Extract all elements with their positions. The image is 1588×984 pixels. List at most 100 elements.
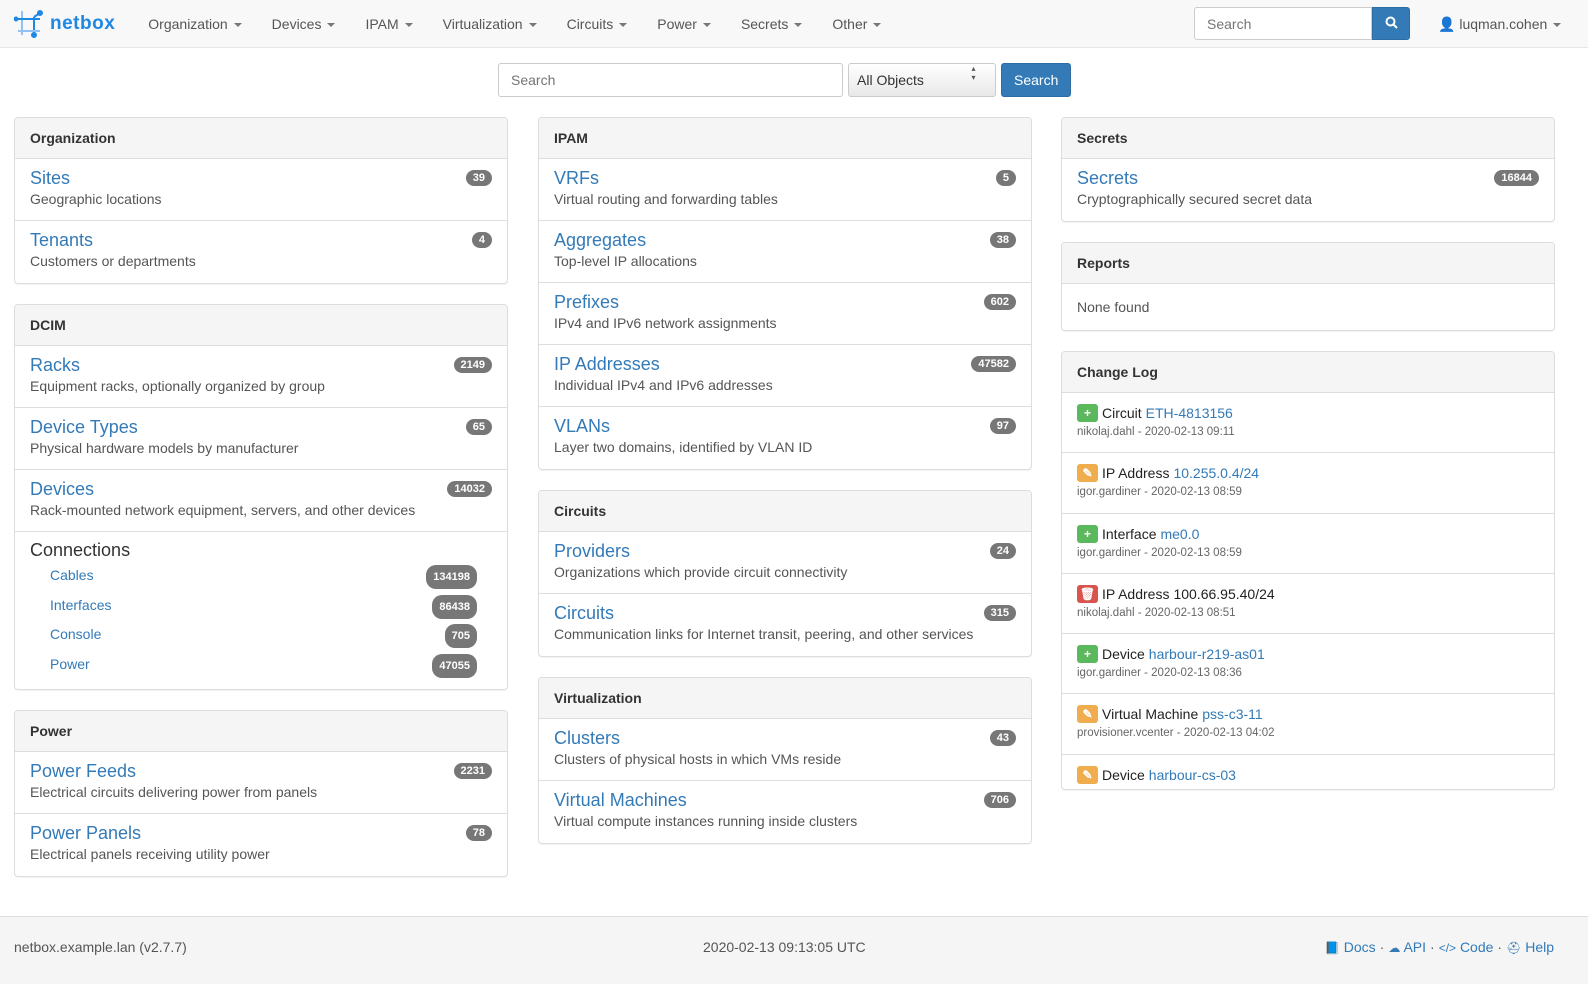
object-type-select[interactable]: All Objects	[848, 63, 996, 97]
nav-menu-label: IPAM	[365, 15, 399, 32]
object-type: IP Address	[1102, 465, 1170, 482]
list-item: Device Types Physical hardware models by …	[15, 408, 507, 470]
item-link[interactable]: VRFs	[554, 168, 599, 188]
panel-heading: DCIM	[15, 305, 507, 346]
caret-down-icon	[528, 22, 537, 27]
footer-link-code[interactable]: </> Code	[1439, 939, 1494, 955]
nav-menu-secrets[interactable]: Secrets	[726, 0, 817, 48]
count-badge: 602	[983, 294, 1016, 310]
change-log-entry: ✎ Virtual Machine pss-c3-11 provisioner.vce…	[1062, 694, 1554, 755]
item-link[interactable]: Clusters	[554, 728, 621, 748]
entry-meta: provisioner.vcenter - 2020-02-13 04:02	[1077, 727, 1275, 740]
list-item: Virtual Machines Virtual compute instance…	[539, 781, 1031, 843]
user-menu[interactable]: 👤 luqman.cohen	[1438, 0, 1562, 48]
list-item: VRFs Virtual routing and forwarding table…	[539, 159, 1031, 221]
item-link[interactable]: Power Panels	[30, 823, 142, 843]
item-link[interactable]: Racks	[30, 355, 81, 375]
connection-link[interactable]: Power	[50, 655, 90, 672]
item-link[interactable]: Tenants	[30, 230, 94, 250]
footer-hostname: netbox.example.lan (v2.7.7)	[14, 939, 187, 955]
object-link[interactable]: 10.255.0.4/24	[1173, 465, 1260, 482]
brand-logo[interactable]: netbox	[14, 9, 115, 39]
change-log-entry: + Interface me0.0 igor.gardiner - 2020-02-1…	[1062, 514, 1554, 574]
panel-heading: IPAM	[539, 118, 1031, 159]
nav-search-input[interactable]	[1194, 7, 1372, 40]
change-log-list[interactable]: + Circuit ETH-4813156 nikolaj.dahl - 2020-0…	[1062, 393, 1554, 789]
item-link[interactable]: Prefixes	[554, 292, 620, 312]
item-link[interactable]: Circuits	[554, 603, 615, 623]
object-link[interactable]: ETH-4813156	[1145, 405, 1233, 421]
item-description: Organizations which provide circuit conn…	[554, 564, 848, 580]
item-link[interactable]: Sites	[30, 168, 71, 188]
item-link[interactable]: Device Types	[30, 417, 138, 437]
item-link[interactable]: Virtual Machines	[554, 790, 687, 810]
count-badge: 39	[465, 170, 492, 186]
search-input[interactable]	[498, 63, 843, 97]
entry-meta: nikolaj.dahl - 2020-02-13 09:11	[1077, 426, 1235, 438]
item-description: Virtual compute instances running inside…	[554, 813, 858, 829]
item-link[interactable]: IP Addresses	[554, 354, 660, 374]
connection-link[interactable]: Interfaces	[50, 596, 112, 613]
nav-menu-devices[interactable]: Devices	[257, 0, 351, 48]
nav-menu-organization[interactable]: Organization	[133, 0, 256, 48]
entry-meta: nikolaj.dahl - 2020-02-13 08:51	[1077, 606, 1236, 619]
count-badge: 97	[989, 418, 1016, 434]
object-link[interactable]: pss-c3-11	[1202, 706, 1263, 723]
object-link[interactable]: harbour-r219-as01	[1148, 646, 1265, 663]
item-link[interactable]: Secrets	[1077, 168, 1139, 188]
footer-link-label: Docs	[1343, 939, 1376, 955]
object-type: Device	[1102, 646, 1145, 663]
list-item: Power Panels Electrical panels receiving …	[15, 814, 507, 876]
nav-search-button[interactable]	[1372, 7, 1410, 40]
item-link[interactable]: Aggregates	[554, 230, 647, 250]
item-description: Virtual routing and forwarding tables	[554, 191, 778, 207]
lifebuoy-icon: ⛑	[1506, 941, 1522, 955]
delete-icon: 🗑	[1077, 584, 1098, 603]
nav-menu-other[interactable]: Other	[817, 0, 896, 48]
nav-menu-power[interactable]: Power	[642, 0, 726, 48]
item-link[interactable]: Devices	[30, 479, 95, 499]
entry-meta: igor.gardiner - 2020-02-13 08:59	[1077, 486, 1242, 499]
connection-link[interactable]: Cables	[50, 567, 94, 583]
navbar: netbox Organization Devices IPAM Virtualiza…	[0, 0, 1588, 48]
search-button[interactable]: Search	[1001, 63, 1072, 97]
object-link[interactable]: me0.0	[1160, 525, 1200, 542]
book-icon: 📘	[1324, 941, 1340, 955]
item-description: Top-level IP allocations	[554, 253, 697, 269]
nav-menu-virtualization[interactable]: Virtualization	[428, 0, 552, 48]
list-item: Clusters Clusters of physical hosts in wh…	[539, 719, 1031, 781]
update-icon: ✎	[1077, 705, 1098, 724]
footer-link-help[interactable]: ⛑ Help	[1506, 939, 1554, 955]
count-badge: 14032	[447, 481, 492, 497]
update-icon: ✎	[1077, 464, 1098, 483]
nav-menu-circuits[interactable]: Circuits	[552, 0, 643, 48]
entry-meta: igor.gardiner - 2020-02-13 08:36	[1077, 667, 1242, 680]
empty-message: None found	[1077, 299, 1150, 315]
user-icon: 👤	[1438, 16, 1456, 32]
caret-down-icon	[327, 22, 336, 27]
brand-name: netbox	[50, 12, 116, 34]
list-item: Prefixes IPv4 and IPv6 network assignment…	[539, 283, 1031, 345]
footer-link-docs[interactable]: 📘 Docs	[1325, 939, 1376, 955]
count-badge: 2149	[453, 357, 492, 373]
update-icon: ✎	[1077, 765, 1098, 784]
item-link[interactable]: Providers	[554, 541, 631, 561]
panel-reports: Reports None found	[1061, 242, 1555, 331]
search-icon	[1385, 16, 1398, 29]
nav-menu-label: Power	[657, 15, 697, 32]
item-link[interactable]: Power Feeds	[30, 761, 137, 781]
footer-link-api[interactable]: ☁ API	[1388, 939, 1426, 955]
count-badge: 315	[983, 605, 1016, 621]
nav-menu-label: Devices	[271, 15, 322, 32]
connection-item: Interfaces 86438	[30, 594, 492, 625]
panel-dcim: DCIM Racks Equipment racks, optionally org…	[14, 304, 508, 690]
count-badge: 43	[989, 730, 1016, 746]
nav-menu-label: Other	[832, 15, 868, 32]
nav-menu-ipam[interactable]: IPAM	[350, 0, 427, 48]
connection-link[interactable]: Console	[50, 626, 102, 642]
object-link[interactable]: harbour-cs-03	[1148, 766, 1236, 783]
item-link[interactable]: VLANs	[554, 416, 611, 436]
change-log-entry: + Device harbour-r219-as01 igor.gardiner - …	[1062, 634, 1554, 695]
connections-section: Connections Cables 134198 Interfaces 86438 Co…	[15, 532, 507, 689]
list-item: Secrets Cryptographically secured secret …	[1062, 159, 1554, 221]
